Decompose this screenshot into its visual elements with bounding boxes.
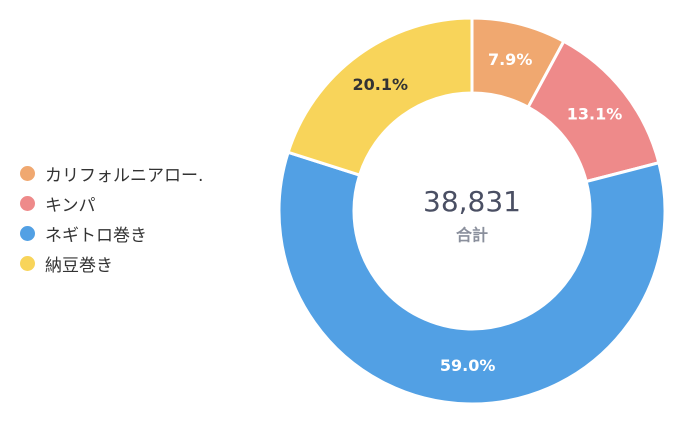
center-caption: 合計 [456,226,488,245]
slice-value-label: 7.9% [488,50,532,69]
legend-swatch [20,225,35,241]
legend-swatch [20,195,35,211]
legend-swatch [20,165,35,181]
legend-item[interactable]: キンパ [20,188,230,218]
legend-label: カリフォルニアロー. [45,165,204,186]
donut-slice[interactable] [286,16,474,177]
legend-item[interactable]: カリフォルニアロー. [20,158,230,188]
legend-label: 納豆巻き [45,255,113,276]
slice-value-label: 20.1% [353,75,409,94]
legend: カリフォルニアロー. キンパネギトロ巻き 納豆巻き [20,158,230,278]
legend-swatch [20,255,35,271]
slice-value-label: 13.1% [567,105,623,124]
legend-label: キンパ [45,195,96,216]
center-total: 38,831 [423,185,521,218]
legend-item[interactable]: ネギトロ巻き [20,218,230,248]
slice-value-label: 59.0% [440,356,496,375]
legend-label: ネギトロ巻き [45,225,147,246]
donut-slice[interactable] [277,150,667,406]
legend-item[interactable]: 納豆巻き [20,248,230,278]
